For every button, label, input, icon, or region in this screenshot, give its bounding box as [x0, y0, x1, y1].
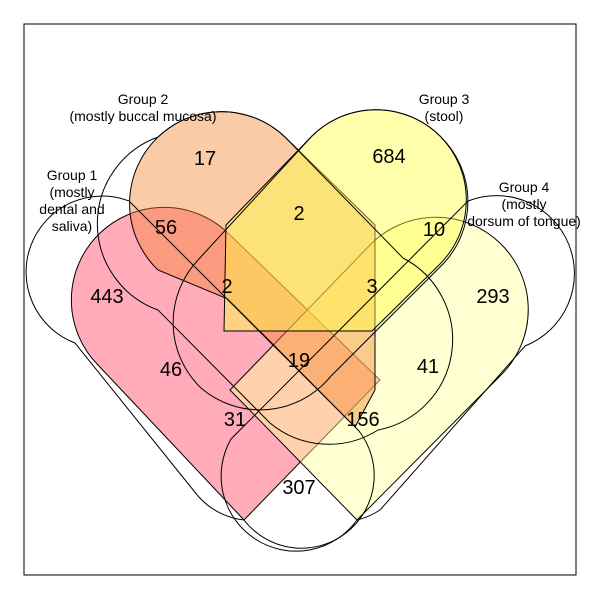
group-2-label-line: (mostly buccal mucosa) — [69, 108, 216, 124]
region-count-2: 17 — [194, 148, 216, 170]
group-4-ellipse — [229, 216, 529, 521]
region-count-1-3-4: 31 — [224, 409, 246, 431]
region-count-1-2-4: 156 — [346, 409, 379, 431]
group-3-outline — [172, 109, 469, 411]
region-count-3: 684 — [372, 146, 405, 168]
group-1-outline — [25, 195, 375, 549]
region-count-1-2-3-4: 19 — [288, 350, 310, 372]
region-count-1: 443 — [90, 286, 123, 308]
group-1-label-line: saliva) — [52, 218, 92, 234]
region-count-2-3-4: 3 — [366, 276, 377, 298]
group-4-label-line: dorsum of tongue) — [467, 213, 581, 229]
group-1-label-line: (mostly — [49, 184, 94, 200]
group-1-label: Group 1 (mostly dental and saliva) — [39, 167, 104, 234]
group-3-label-line: (stool) — [425, 108, 464, 124]
region-count-2-4: 41 — [417, 356, 439, 378]
region-count-4: 293 — [476, 286, 509, 308]
group-1-label-line: dental and — [39, 201, 104, 217]
region-count-1-2-3: 2 — [221, 276, 232, 298]
plot-frame — [23, 23, 577, 576]
region-count-3-4: 10 — [423, 219, 445, 241]
group-3-label-line: Group 3 — [419, 91, 470, 107]
region-count-1-4: 307 — [282, 477, 315, 499]
group-2-label-line: Group 2 — [118, 91, 169, 107]
group-1-label-line: Group 1 — [47, 167, 98, 183]
group-4-label-line: (mostly — [501, 196, 546, 212]
group-4-label-line: Group 4 — [499, 179, 550, 195]
group-3-label: Group 3 (stool) — [419, 91, 470, 124]
group-2-label: Group 2 (mostly buccal mucosa) — [69, 91, 216, 124]
region-count-2-3: 2 — [293, 203, 304, 225]
region-count-1-2: 56 — [155, 217, 177, 239]
group-4-label: Group 4 (mostly dorsum of tongue) — [467, 179, 581, 229]
group-1-ellipse — [70, 206, 381, 521]
region-count-1-3: 46 — [160, 359, 182, 381]
group-4-outline — [220, 195, 575, 552]
group-2-outline — [96, 111, 454, 445]
